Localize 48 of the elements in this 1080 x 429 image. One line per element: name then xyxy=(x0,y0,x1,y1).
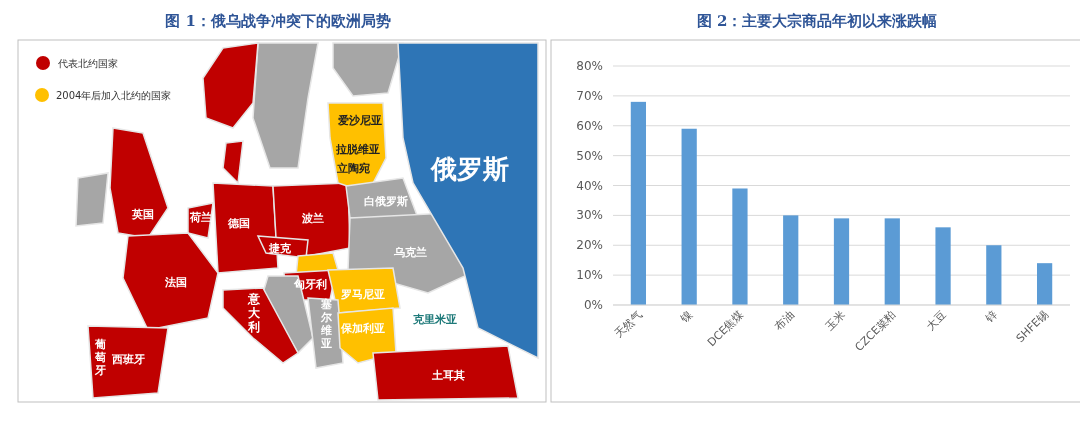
y-tick-label: 50% xyxy=(576,148,603,163)
text: 土耳其 xyxy=(430,369,465,382)
text: 法国 xyxy=(164,276,187,289)
text: 保加利亚 xyxy=(340,322,385,335)
y-tick-label: 30% xyxy=(576,208,603,223)
y-tick-label: 40% xyxy=(576,178,603,193)
text: 德国 xyxy=(227,217,250,230)
x-tick-label: 玉米 xyxy=(822,307,848,333)
text: 意大利 xyxy=(247,292,261,334)
x-tick-label: 锌 xyxy=(982,307,1000,326)
text: 西班牙 xyxy=(110,353,145,366)
text: 俄罗斯 xyxy=(430,154,509,184)
y-tick-label: 80% xyxy=(576,59,603,73)
x-tick-label: 布油 xyxy=(772,307,797,333)
y-tick-label: 20% xyxy=(576,238,603,253)
text: 罗马尼亚 xyxy=(340,288,385,301)
x-tick-label: 大豆 xyxy=(924,307,950,333)
bar xyxy=(833,218,850,305)
bar xyxy=(732,188,748,305)
chart-title: 图 2：主要大宗商品年初以来涨跌幅 xyxy=(696,12,938,30)
bar xyxy=(681,128,697,305)
x-tick-label: 镍 xyxy=(677,307,696,326)
text: 代表北约国家 xyxy=(57,58,118,69)
text: 图 1：俄乌战争冲突下的欧洲局势 xyxy=(165,12,391,30)
text: 波兰 xyxy=(301,212,324,225)
text: 爱沙尼亚 xyxy=(337,114,382,127)
y-tick-label: 60% xyxy=(576,118,603,133)
text: 白俄罗斯 xyxy=(364,195,408,208)
y-tick-label: 10% xyxy=(576,268,603,283)
bar xyxy=(1036,263,1053,305)
text: 捷克 xyxy=(268,242,292,255)
bar xyxy=(986,245,1002,305)
y-tick-label: 0% xyxy=(583,298,603,312)
bar xyxy=(884,218,900,305)
text: 2004年后加入北约的国家 xyxy=(56,90,172,101)
text: 英国 xyxy=(131,208,154,221)
bar xyxy=(935,227,951,305)
text: 荷兰 xyxy=(189,211,212,224)
bar xyxy=(783,215,799,305)
text: 克里米亚 xyxy=(412,313,457,326)
x-tick-label: 天然气 xyxy=(611,307,645,341)
text: 立陶宛 xyxy=(335,162,370,175)
text: 拉脱维亚 xyxy=(335,143,380,156)
y-tick-label: 70% xyxy=(576,88,603,103)
bar xyxy=(630,101,647,305)
text: 塞尔维亚 xyxy=(319,298,333,350)
text: 葡萄牙 xyxy=(93,338,106,377)
text: 乌克兰 xyxy=(392,246,427,259)
